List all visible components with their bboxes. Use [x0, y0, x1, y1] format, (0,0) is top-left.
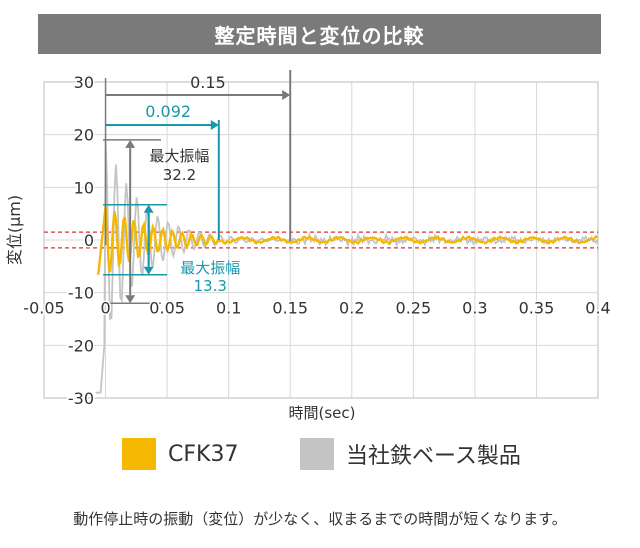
tick-labels: -0.05 0 0.05 0.1 0.15 0.2 0.25 0.3 0.35 0.4 30 20 10…	[22, 72, 612, 410]
plot-frame	[43, 81, 599, 399]
y-tick-label: -20	[68, 336, 94, 355]
x-axis-label: 時間(sec)	[289, 404, 356, 422]
arrowhead	[125, 295, 136, 304]
y-tick-label: 0	[84, 231, 94, 250]
chart-title-bar: 整定時間と変位の比較	[38, 14, 601, 54]
cfk-amp-value: 13.3	[193, 277, 226, 295]
x-tick-label: 0.15	[272, 299, 308, 318]
x-tick-label: 0.05	[149, 299, 185, 318]
series-line-cfk	[97, 206, 599, 275]
arrowhead	[143, 266, 154, 275]
steel-amp-label: 最大振幅	[149, 147, 209, 165]
legend-swatch-cfk	[122, 438, 156, 470]
x-tick-label: 0.4	[585, 299, 610, 318]
legend-item-steel: 当社鉄ベース製品	[300, 438, 521, 470]
x-tick-label: 0.1	[216, 299, 241, 318]
y-tick-label: 20	[74, 126, 94, 145]
steel-amp-value: 32.2	[163, 166, 196, 184]
x-tick-label: 0.35	[519, 299, 555, 318]
x-tick-label: 0.25	[396, 299, 432, 318]
legend-swatch-steel	[300, 438, 334, 470]
arrowhead	[210, 120, 219, 130]
series-group	[95, 139, 599, 394]
arrowhead	[143, 204, 154, 213]
x-tick-label: -0.05	[23, 299, 64, 318]
y-tick-label: -30	[68, 389, 94, 408]
arrowhead	[125, 139, 136, 148]
cfk-settling-label: 0.092	[145, 102, 191, 121]
y-tick-label: -10	[68, 284, 94, 303]
legend-label-cfk: CFK37	[168, 441, 239, 467]
cfk-amp-label: 最大振幅	[180, 259, 240, 277]
legend-item-cfk: CFK37	[122, 438, 238, 470]
chart-title: 整定時間と変位の比較	[214, 23, 425, 48]
y-tick-label: 30	[74, 73, 94, 92]
caption: 動作停止時の振動（変位）が少なく、収まるまでの時間が短くなります。	[73, 510, 567, 528]
steel-settling-label: 0.15	[190, 73, 226, 92]
y-tick-label: 10	[74, 178, 94, 197]
x-tick-label: 0.3	[462, 299, 487, 318]
legend-label-steel: 当社鉄ベース製品	[346, 444, 521, 469]
x-tick-label: 0	[100, 299, 110, 318]
x-tick-label: 0.2	[339, 299, 364, 318]
arrowhead	[282, 90, 291, 100]
y-axis-label: 変位(μm)	[5, 195, 24, 265]
